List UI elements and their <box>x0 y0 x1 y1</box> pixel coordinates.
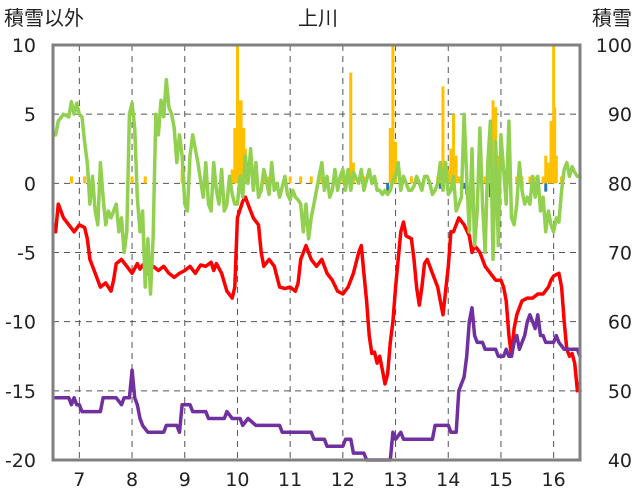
bar <box>143 176 147 184</box>
bar <box>452 114 456 184</box>
bar <box>230 169 234 184</box>
right-tick-label: 90 <box>608 104 632 126</box>
bar <box>491 100 495 184</box>
x-tick-label: 10 <box>225 469 249 491</box>
x-tick-label: 16 <box>542 469 566 491</box>
left-tick-label: -20 <box>5 450 36 472</box>
x-tick-label: 8 <box>126 469 138 491</box>
bar <box>553 107 557 184</box>
x-tick-label: 15 <box>489 469 513 491</box>
left-tick-label: -10 <box>5 312 36 334</box>
right-tick-label: 60 <box>608 312 632 334</box>
bar <box>457 176 461 184</box>
series-line <box>53 306 582 462</box>
bar <box>237 100 241 184</box>
bar <box>83 176 87 184</box>
bar <box>299 176 303 184</box>
left-tick-label: -15 <box>5 381 36 403</box>
line-series <box>53 77 582 462</box>
left-tick-label: 0 <box>24 173 36 195</box>
bar <box>438 183 442 189</box>
bar <box>394 141 398 184</box>
bar <box>549 121 553 184</box>
series-line <box>53 77 582 296</box>
bar <box>409 176 413 184</box>
bar <box>533 176 537 184</box>
x-tick-label: 11 <box>278 469 302 491</box>
bar <box>441 86 445 184</box>
right-tick-label: 40 <box>608 450 632 472</box>
bar <box>462 183 466 189</box>
bar <box>544 183 548 192</box>
bar <box>528 176 532 184</box>
x-tick-label: 13 <box>383 469 407 491</box>
bar <box>541 176 545 184</box>
right-axis-label: 積雪 <box>592 6 632 30</box>
bar <box>544 155 548 184</box>
right-tick-label: 80 <box>608 173 632 195</box>
right-tick-label: 70 <box>608 243 632 265</box>
bar <box>391 45 395 184</box>
bar <box>454 155 458 184</box>
right-tick-label: 50 <box>608 381 632 403</box>
x-tick-label: 7 <box>73 469 85 491</box>
bar <box>546 162 550 184</box>
plot-frame <box>51 43 582 462</box>
bar <box>554 155 558 184</box>
left-tick-label: -5 <box>17 243 36 265</box>
bar <box>69 176 73 184</box>
bar <box>130 176 134 184</box>
chart-title: 上川 <box>298 6 338 30</box>
bar <box>386 183 390 192</box>
bar <box>233 128 237 184</box>
bar <box>240 141 244 184</box>
x-tick-label: 14 <box>436 469 460 491</box>
bar <box>388 128 392 184</box>
left-tick-label: 10 <box>12 35 36 57</box>
x-tick-label: 12 <box>331 469 355 491</box>
bar <box>483 176 487 184</box>
x-tick-label: 9 <box>179 469 191 491</box>
bar <box>496 155 500 184</box>
bar <box>349 72 353 184</box>
left-axis-label: 積雪以外 <box>4 6 84 30</box>
left-tick-label: 5 <box>24 104 36 126</box>
bar <box>288 176 292 184</box>
right-tick-label: 100 <box>596 35 632 57</box>
bar <box>449 148 453 184</box>
bar <box>309 176 313 184</box>
